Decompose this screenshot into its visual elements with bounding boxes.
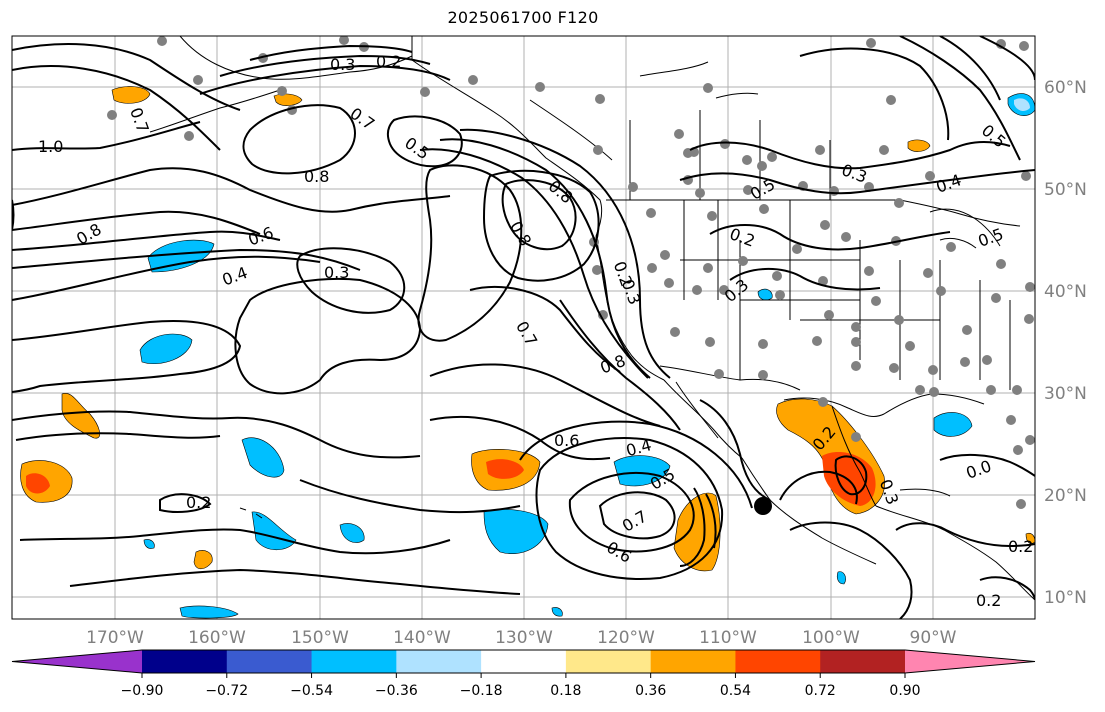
longitude-label: 160°W	[188, 628, 246, 648]
latitude-label: 40°N	[1044, 282, 1087, 302]
latitude-label: 50°N	[1044, 180, 1087, 200]
colorbar-tick-label: 0.54	[720, 683, 751, 699]
station-markers	[107, 36, 1035, 509]
colorbar-segment	[565, 650, 652, 673]
colorbar-tick-label: −0.36	[375, 683, 418, 699]
latitude-label: 30°N	[1044, 384, 1087, 404]
longitude-label: 170°W	[86, 628, 144, 648]
contour-lines	[12, 36, 1035, 619]
colorbar-segment	[311, 650, 397, 673]
contour-label: 0.2	[186, 493, 211, 512]
contour-label: 0.3	[324, 263, 349, 282]
longitude-label: 90°W	[910, 628, 957, 648]
colorbar-segment	[142, 650, 228, 673]
colorbar-extension-min	[12, 650, 142, 673]
latitude-label: 20°N	[1044, 486, 1087, 506]
longitude-label: 100°W	[802, 628, 860, 648]
colorbar-segment	[481, 650, 567, 673]
contour-label: 0.2	[1008, 537, 1033, 556]
contour-label: 0.6	[554, 431, 579, 450]
longitude-label: 120°W	[597, 628, 655, 648]
colorbar: −0.90 −0.72 −0.54 −0.36 −0.18 0.18 0.36 0.54 0.7…	[11, 649, 1036, 699]
longitude-axis: 170°W 160°W 150°W 140°W 130°W 120°W 110°…	[86, 628, 957, 648]
contour-label: 0.2	[376, 52, 401, 71]
colorbar-tick-label: 0.36	[635, 683, 666, 699]
negative-anomaly-areas	[139, 93, 1035, 619]
latitude-axis: 60°N 50°N 40°N 30°N 20°N 10°N	[1044, 78, 1087, 608]
colorbar-tick-label: 0.18	[550, 683, 581, 699]
contour-label: 1.0	[38, 137, 63, 156]
longitude-label: 150°W	[291, 628, 349, 648]
colorbar-extension-max	[905, 650, 1035, 673]
contour-label: 0.8	[304, 167, 329, 186]
weak-negative-areas	[1014, 98, 1030, 111]
contour-label: 0.3	[330, 55, 355, 74]
focus-point-marker	[754, 497, 772, 515]
longitude-label: 110°W	[699, 628, 757, 648]
colorbar-tick-label: 0.72	[805, 683, 836, 699]
longitude-label: 140°W	[393, 628, 451, 648]
colorbar-segment	[735, 650, 821, 673]
colorbar-segment	[396, 650, 482, 673]
colorbar-tick-label: −0.90	[121, 683, 164, 699]
latitude-label: 60°N	[1044, 78, 1087, 98]
map-frame	[11, 35, 1036, 620]
colorbar-segment	[820, 650, 906, 673]
colorbar-tick-label: −0.72	[205, 683, 248, 699]
colorbar-tick-label: −0.54	[290, 683, 333, 699]
colorbar-tick-label: −0.18	[460, 683, 503, 699]
contour-label: 0.2	[976, 591, 1001, 610]
colorbar-segment	[650, 650, 736, 673]
colorbar-segment	[226, 650, 313, 673]
colorbar-tick-label: 0.90	[889, 683, 920, 699]
longitude-label: 130°W	[495, 628, 553, 648]
plot-title: 2025061700 F120	[447, 8, 599, 27]
latitude-label: 10°N	[1044, 588, 1087, 608]
